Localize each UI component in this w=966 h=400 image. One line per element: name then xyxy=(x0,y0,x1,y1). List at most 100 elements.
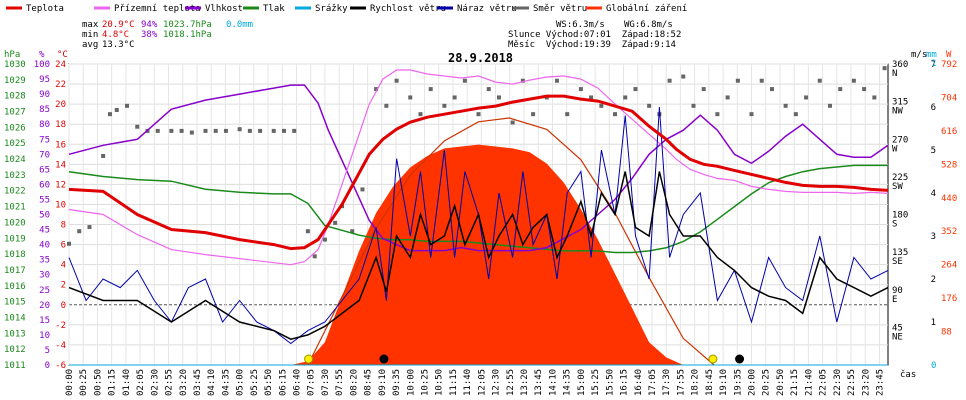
tick-label-degc: -4 xyxy=(55,341,66,351)
tick-label-pct: 30 xyxy=(39,271,50,281)
wind-direction-point xyxy=(384,103,389,108)
wind-direction-point xyxy=(851,78,856,83)
unit-hpa: hPa xyxy=(4,50,20,60)
tick-label-degc: -6 xyxy=(55,361,66,371)
wind-direction-point xyxy=(882,66,887,71)
tick-label-hpa: 1030 xyxy=(4,60,26,70)
wind-direction-point xyxy=(701,87,706,92)
wind-direction-point xyxy=(486,87,491,92)
avg-temp: 13.3°C xyxy=(102,40,135,50)
wind-direction-point xyxy=(101,153,106,158)
tick-label-time: 06:15 xyxy=(278,369,288,396)
wind-gust-value: WG:6.8m/s xyxy=(624,20,673,30)
wind-direction-point xyxy=(125,103,130,108)
max-press: 1023.7hPa xyxy=(163,20,212,30)
wind-direction-point xyxy=(578,87,583,92)
wind-direction-point xyxy=(305,229,310,234)
tick-label-ms: 1 xyxy=(931,318,936,328)
wind-direction-point xyxy=(554,78,559,83)
tick-label-hpa: 1014 xyxy=(4,313,26,323)
wind-direction-point xyxy=(271,128,276,133)
tick-label-time: 12:55 xyxy=(506,369,516,396)
tick-label-time: 17:55 xyxy=(676,369,686,396)
wind-direction-point xyxy=(77,229,82,234)
tick-label-time: 20:50 xyxy=(776,369,786,396)
wind-direction-point xyxy=(613,112,617,117)
wind-direction-point xyxy=(838,87,843,92)
legend-label: Náraz větru xyxy=(457,4,517,14)
wind-direction-point xyxy=(715,112,720,117)
legend-label: Rychlost větru xyxy=(370,4,446,14)
tick-label-ms: 2 xyxy=(931,275,936,285)
time-axis-unit: čas xyxy=(900,369,916,380)
tick-label-time: 13:20 xyxy=(520,369,530,396)
tick-label-hpa: 1024 xyxy=(4,155,26,165)
tick-label-time: 10:50 xyxy=(435,369,445,396)
wind-direction-point xyxy=(87,225,92,230)
wind-speed-value: WS:6.3m/s xyxy=(556,20,605,30)
tick-label-pct: 5 xyxy=(45,346,50,356)
tick-label-time: 18:45 xyxy=(705,369,715,396)
tick-label-degc: 22 xyxy=(55,80,66,90)
tick-label-dir: E xyxy=(892,295,897,305)
min-press: 1018.1hPa xyxy=(163,30,212,40)
unit-ms: m/s xyxy=(911,50,927,60)
tick-label-time: 23:20 xyxy=(861,369,871,396)
tick-label-time: 13:45 xyxy=(534,369,544,396)
tick-label-dir: SW xyxy=(892,182,903,192)
tick-label-time: 07:05 xyxy=(307,369,317,396)
wind-direction-point xyxy=(350,229,355,234)
tick-label-pct: 10 xyxy=(39,331,50,341)
tick-label-time: 15:00 xyxy=(577,369,587,396)
chart-date: 28.9.2018 xyxy=(448,51,513,65)
tick-label-degc: 14 xyxy=(55,160,66,170)
tick-label-pct: 60 xyxy=(39,180,50,190)
tick-label-pct: 55 xyxy=(39,195,50,205)
wind-direction-point xyxy=(442,103,447,108)
wind-direction-point xyxy=(189,130,194,135)
tick-label-time: 01:15 xyxy=(108,369,118,396)
tick-label-w: 176 xyxy=(941,294,957,304)
tick-label-degc: 24 xyxy=(55,60,66,70)
tick-label-dir: NE xyxy=(892,332,903,342)
tick-label-degc: 4 xyxy=(61,261,66,271)
tick-label-pct: 70 xyxy=(39,150,50,160)
tick-label-dir: NW xyxy=(892,107,903,117)
max-temp: 20.9°C xyxy=(102,20,135,30)
min-hum: 38% xyxy=(141,30,158,40)
tick-label-time: 00:50 xyxy=(93,369,103,396)
tick-label-pct: 95 xyxy=(39,75,50,85)
tick-label-time: 11:40 xyxy=(463,369,473,396)
wind-direction-point xyxy=(793,112,798,117)
series-wind-speed xyxy=(68,171,889,340)
legend-label: Tlak xyxy=(263,4,285,14)
tick-label-ms: 3 xyxy=(931,232,936,242)
tick-label-time: 07:30 xyxy=(321,369,331,396)
tick-label-time: 21:40 xyxy=(804,369,814,396)
wind-direction-point xyxy=(322,237,327,242)
wind-direction-point xyxy=(599,103,604,108)
wind-direction-point xyxy=(804,95,809,100)
tick-label-time: 20:25 xyxy=(762,369,772,396)
tick-label-time: 22:30 xyxy=(833,369,843,396)
wind-direction-point xyxy=(725,95,730,100)
wind-direction-point xyxy=(827,103,832,108)
tick-label-dir: 270 xyxy=(892,135,908,145)
wind-direction-point xyxy=(496,95,501,100)
tick-label-time: 08:20 xyxy=(349,369,359,396)
tick-label-degc: 12 xyxy=(55,180,66,190)
legend-label: Teplota xyxy=(26,4,64,14)
tick-label-dir: SE xyxy=(892,257,903,267)
tick-label-time: 16:40 xyxy=(634,369,644,396)
tick-label-time: 02:05 xyxy=(136,369,146,396)
tick-label-hpa: 1027 xyxy=(4,108,26,118)
wind-direction-point xyxy=(589,95,594,100)
legend-label: Přízemní teplota xyxy=(114,4,201,14)
astro-info: WS:6.3m/s WG:6.8m/s Slunce Východ:07:01 … xyxy=(508,20,681,50)
tick-label-hpa: 1025 xyxy=(4,139,26,149)
tick-label-time: 04:35 xyxy=(221,369,231,396)
unit-headers: hPa % °C m/s mm W xyxy=(4,50,952,60)
tick-label-ms: 4 xyxy=(931,189,936,199)
tick-label-pct: 100 xyxy=(34,60,50,70)
tick-label-hpa: 1028 xyxy=(4,92,26,102)
